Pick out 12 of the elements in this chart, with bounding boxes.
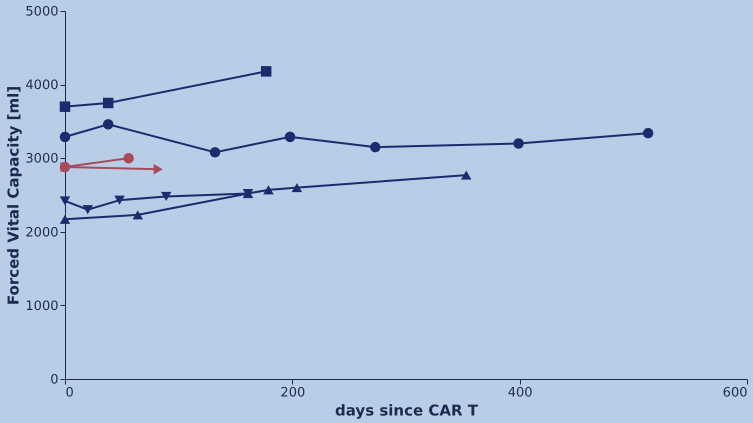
x-tick-label: 400 (508, 386, 533, 400)
y-tick-label: 4000 (25, 78, 58, 94)
x-axis-title: days since CAR T (335, 402, 479, 420)
y-tick-label: 1000 (25, 298, 58, 314)
y-tick-label: 5000 (25, 4, 58, 20)
x-tick-label: 0 (66, 386, 74, 400)
x-tick-label: 600 (722, 386, 748, 400)
y-tick-label: 3000 (25, 152, 58, 167)
y-tick-label: 2000 (25, 225, 58, 240)
y-axis-title: Forced Vital Capacity [ml] (4, 86, 22, 306)
y-tick-label: 0 (50, 372, 58, 388)
x-tick-label: 200 (280, 386, 306, 400)
